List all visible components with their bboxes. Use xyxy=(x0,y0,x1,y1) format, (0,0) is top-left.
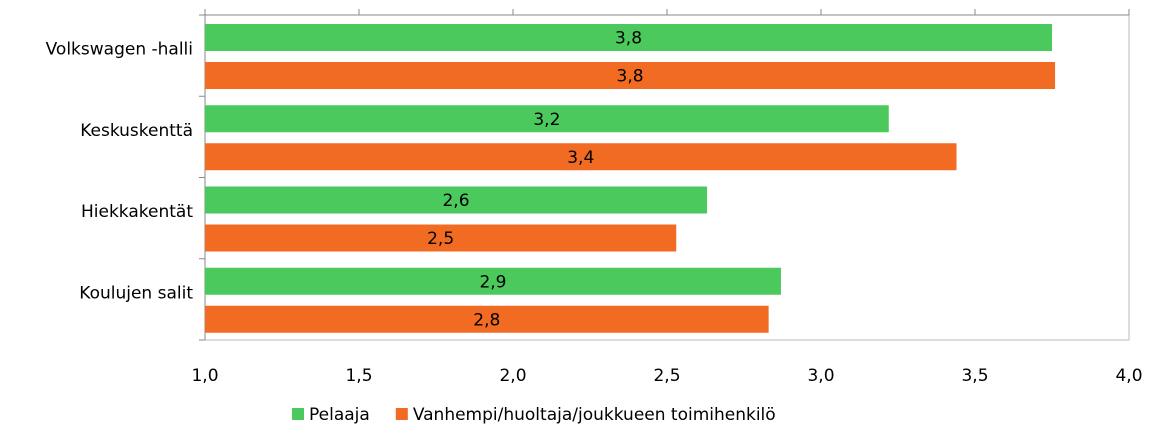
y-tick-label: Keskuskenttä xyxy=(80,121,193,141)
x-tick-label: 3,5 xyxy=(961,366,988,386)
data-label: 2,9 xyxy=(479,272,506,292)
bar xyxy=(205,105,889,133)
bar xyxy=(205,143,957,171)
data-label: 2,6 xyxy=(442,191,469,211)
bar xyxy=(205,305,769,333)
y-tick-label: Volkswagen -halli xyxy=(46,40,193,60)
legend-swatch xyxy=(395,408,408,420)
data-label: 2,8 xyxy=(473,310,500,330)
legend-label: Pelaaja xyxy=(309,405,370,425)
x-tick-label: 2,0 xyxy=(499,366,526,386)
x-tick-label: 2,5 xyxy=(653,366,680,386)
legend-swatch xyxy=(292,408,304,420)
bar xyxy=(205,186,708,214)
bar xyxy=(205,267,781,295)
bar xyxy=(205,224,677,252)
data-label: 3,2 xyxy=(533,110,560,130)
x-tick-label: 1,5 xyxy=(345,366,372,386)
legend-label: Vanhempi/huoltaja/joukkueen toimihenkilö xyxy=(413,405,776,425)
y-tick-label: Hiekkakentät xyxy=(81,202,193,222)
bar xyxy=(205,24,1052,51)
x-tick-label: 4,0 xyxy=(1115,366,1142,386)
data-label: 3,4 xyxy=(567,148,594,168)
data-label: 3,8 xyxy=(615,29,642,49)
bar xyxy=(205,62,1056,89)
x-tick-label: 1,0 xyxy=(191,366,218,386)
y-tick-label: Koulujen salit xyxy=(79,283,193,303)
data-label: 3,8 xyxy=(617,67,644,87)
x-tick-label: 3,0 xyxy=(807,366,834,386)
data-label: 2,5 xyxy=(427,229,454,249)
